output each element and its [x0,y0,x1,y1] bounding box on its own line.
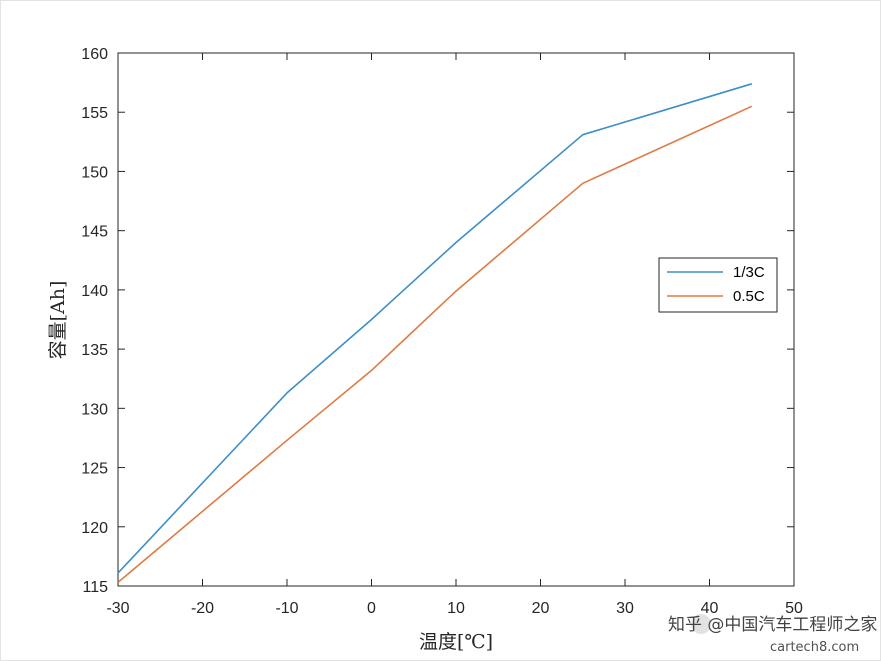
watermark-text: 知乎 @中国汽车工程师之家 [668,615,877,635]
x-axis-title: 温度[℃] [419,631,493,653]
legend-box [658,257,778,313]
y-tick-label: 120 [81,520,108,537]
y-tick-label: 130 [81,401,108,418]
x-tick-label: 20 [532,600,550,617]
plot-area [117,52,795,587]
watermark-logo-icon [691,614,711,634]
watermark-url: cartech8.com [770,640,859,655]
series-lines [117,83,753,584]
x-tick-label: 40 [701,600,719,617]
y-tick-label: 125 [81,461,108,478]
y-tick-label: 145 [81,224,108,241]
y-tick-label: 140 [81,283,108,300]
x-tick-label: -20 [191,600,214,617]
x-tick-label: -30 [106,600,129,617]
y-axis-title: 容量[Ah] [47,281,69,360]
axis-ticks: -30 -20 -10 0 10 20 30 40 50 115 120 125 130 135 140 14… [81,46,803,617]
series-line-1-3c [117,83,753,574]
x-tick-label: 50 [785,600,803,617]
x-tick-label: 0 [367,600,376,617]
x-tick-label: -10 [275,600,298,617]
legend-label-1-3c: 1/3C [733,264,765,281]
watermark: 知乎 @中国汽车工程师之家 cartech8.com [668,614,877,655]
y-tick-label: 155 [81,105,108,122]
y-tick-label: 160 [81,46,108,63]
legend-label-0-5c: 0.5C [733,288,765,305]
y-tick-label: 150 [81,164,108,181]
legend: 1/3C 0.5C [658,257,778,313]
series-line-0-5c [117,105,753,584]
y-tick-label: 135 [81,342,108,359]
x-tick-label: 10 [447,600,465,617]
y-tick-label: 115 [82,579,108,596]
x-tick-label: 30 [616,600,634,617]
